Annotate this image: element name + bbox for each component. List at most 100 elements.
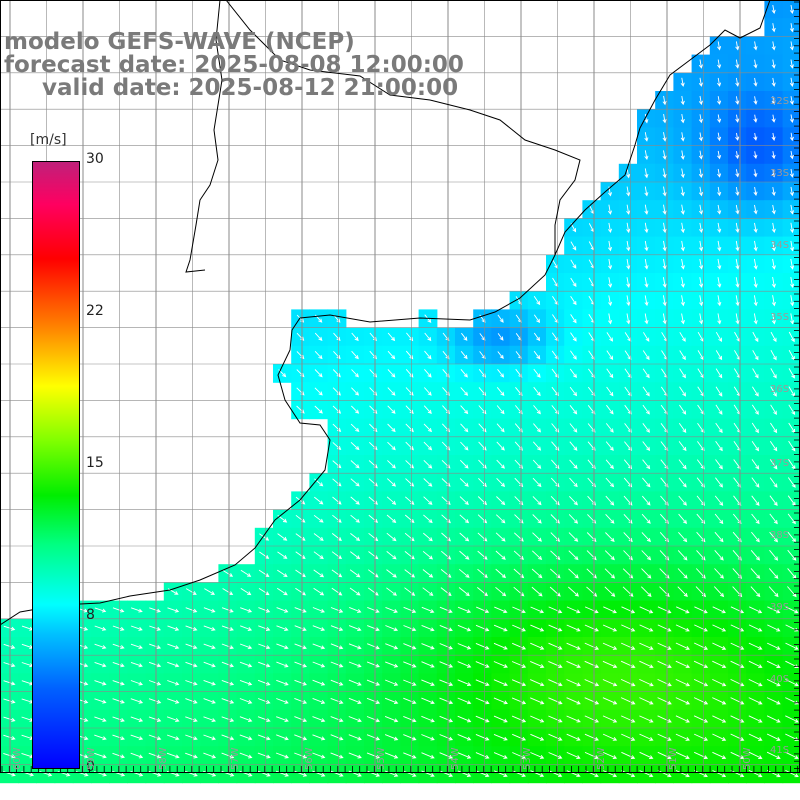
wind-arrow: [130, 698, 144, 704]
wind-arrow: [185, 680, 198, 686]
wind-arrow: [699, 277, 704, 288]
wind-arrow: [387, 423, 396, 433]
wind-arrow: [679, 386, 687, 397]
wind-arrow: [351, 369, 359, 378]
wind-arrow: [644, 277, 649, 288]
wind-arrow: [680, 168, 685, 179]
wind-arrow: [348, 661, 362, 668]
wind-arrow: [258, 588, 270, 596]
wind-arrow: [185, 698, 198, 704]
wind-arrow: [185, 716, 198, 722]
wind-arrow: [533, 386, 541, 397]
wind-arrow: [221, 716, 235, 723]
wind-arrow: [748, 678, 763, 687]
wind-arrow: [532, 514, 542, 524]
wind-arrow: [313, 514, 324, 523]
wind-arrow: [3, 680, 16, 686]
wind-arrow: [512, 733, 527, 741]
wind-arrow: [715, 441, 723, 452]
wind-arrow: [512, 752, 526, 759]
wind-arrow: [679, 368, 686, 379]
wind-arrow: [493, 624, 508, 632]
wind-arrow: [457, 643, 472, 650]
wind-arrow: [785, 769, 799, 778]
wind-arrow: [457, 661, 472, 668]
wind-arrow: [258, 661, 271, 668]
wind-arrow: [166, 752, 180, 759]
wind-arrow: [276, 679, 289, 686]
wind-arrow: [530, 733, 545, 741]
wind-arrow: [367, 625, 380, 632]
wind-arrow: [258, 643, 271, 650]
wind-arrow: [239, 716, 253, 723]
wind-arrow: [496, 387, 505, 397]
wind-arrow: [167, 661, 180, 668]
wind-arrow: [367, 587, 379, 596]
wind-arrow: [475, 715, 490, 723]
wind-arrow: [626, 259, 631, 270]
wind-arrow: [496, 496, 506, 506]
wind-arrow: [715, 368, 723, 379]
wind-arrow: [753, 277, 758, 289]
wind-arrow: [350, 478, 360, 487]
wind-arrow: [185, 643, 198, 650]
wind-arrow: [753, 187, 758, 197]
wind-arrow: [276, 716, 289, 723]
lat-label: 35S: [770, 312, 790, 323]
wind-arrow: [680, 313, 685, 325]
wind-arrow: [423, 478, 433, 487]
wind-arrow: [403, 661, 417, 668]
wind-arrow: [644, 259, 649, 270]
wind-arrow: [477, 496, 488, 506]
wind-arrow: [493, 679, 508, 687]
wind-arrow: [714, 531, 724, 543]
wind-arrow: [3, 752, 16, 759]
wind-arrow: [608, 259, 613, 270]
wind-arrow: [770, 386, 777, 397]
wind-arrow: [239, 752, 253, 759]
wind-arrow: [530, 624, 545, 632]
wind-arrow: [717, 96, 722, 105]
wind-arrow: [221, 752, 235, 759]
wind-arrow: [332, 369, 341, 378]
wind-arrow: [785, 678, 799, 687]
wind-arrow: [94, 607, 107, 613]
wind-arrow: [368, 569, 379, 578]
wind-arrow: [314, 478, 324, 487]
wind-arrow: [680, 150, 685, 160]
wind-arrow: [148, 716, 162, 722]
colorbar-tick-30: 30: [86, 151, 104, 167]
wind-arrow: [693, 697, 709, 705]
wind-arrow: [112, 680, 125, 686]
wind-arrow: [605, 441, 614, 451]
wind-arrow: [533, 332, 541, 342]
colorbar-unit: [m/s]: [30, 132, 67, 148]
wind-cell: [782, 473, 800, 492]
wind-arrow: [680, 204, 685, 215]
wind-arrow: [639, 624, 654, 632]
wind-arrow: [735, 295, 740, 307]
wind-arrow: [605, 477, 615, 488]
wind-arrow: [548, 770, 563, 778]
wind-arrow: [568, 550, 579, 561]
wind-arrow: [130, 734, 144, 741]
wind-arrow: [621, 715, 636, 723]
wind-arrow: [712, 733, 727, 741]
lon-label: 57W: [230, 747, 241, 770]
lat-label: 36S: [770, 384, 790, 395]
wind-arrow: [626, 204, 631, 215]
wind-arrow: [459, 459, 469, 469]
lat-label: 38S: [770, 530, 790, 541]
wind-arrow: [662, 295, 667, 307]
wind-arrow: [790, 313, 795, 325]
wind-arrow: [751, 459, 760, 470]
wind-arrow: [530, 660, 545, 668]
wind-arrow: [221, 625, 234, 631]
wind-arrow: [493, 733, 508, 741]
wind-arrow: [424, 369, 432, 378]
wind-arrow: [767, 624, 781, 632]
wind-arrow: [639, 697, 654, 705]
wind-arrow: [349, 606, 362, 613]
wind-arrow: [715, 350, 723, 361]
lat-label: 32S: [770, 96, 790, 107]
